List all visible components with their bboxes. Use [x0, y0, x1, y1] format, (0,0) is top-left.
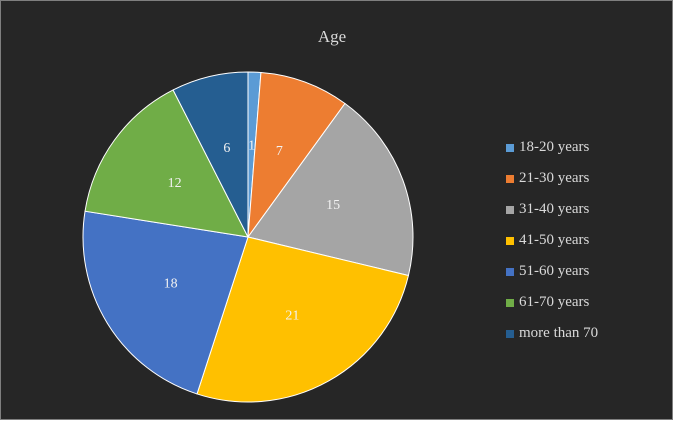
legend-item-7: more than 70	[506, 318, 598, 349]
legend-label: 31-40 years	[519, 201, 590, 217]
legend-item-5: 51-60 years	[506, 256, 598, 287]
legend-swatch	[506, 298, 514, 307]
data-label-5: 18	[164, 277, 178, 292]
legend-label: more than 70	[519, 325, 599, 341]
legend-swatch	[506, 329, 514, 338]
legend-swatch	[506, 143, 514, 152]
legend-label: 41-50 years	[519, 232, 590, 248]
legend-swatch	[506, 174, 514, 183]
chart-title: Age	[317, 27, 347, 46]
data-label-4: 21	[285, 308, 299, 323]
pie-slice-7	[172, 71, 249, 238]
legend-item-1: 18-20 years	[506, 132, 598, 163]
pie-slice-5	[82, 210, 249, 395]
legend-label: 61-70 years	[519, 294, 590, 310]
legend-item-4: 41-50 years	[506, 225, 598, 256]
legend-item-3: 31-40 years	[506, 194, 598, 225]
legend-item-6: 61-70 years	[506, 287, 598, 318]
legend-label: 21-30 years	[519, 170, 590, 186]
legend-swatch	[506, 205, 514, 214]
data-label-1: 1	[248, 139, 255, 154]
pie-slice-2	[247, 71, 346, 239]
legend-swatch	[506, 267, 514, 276]
pie-slice-3	[247, 102, 414, 277]
data-label-3: 15	[326, 198, 340, 213]
legend-label: 51-60 years	[519, 263, 590, 279]
legend-label: 18-20 years	[519, 139, 590, 155]
pie-slice-6	[84, 89, 249, 238]
pie-slice-4	[196, 236, 410, 403]
data-label-6: 12	[168, 176, 182, 191]
data-label-7: 6	[223, 141, 230, 156]
data-label-2: 7	[276, 144, 283, 159]
legend: 18-20 years 21-30 years 31-40 years 41-50 y…	[506, 132, 598, 349]
legend-item-2: 21-30 years	[506, 163, 598, 194]
legend-swatch	[506, 236, 514, 245]
